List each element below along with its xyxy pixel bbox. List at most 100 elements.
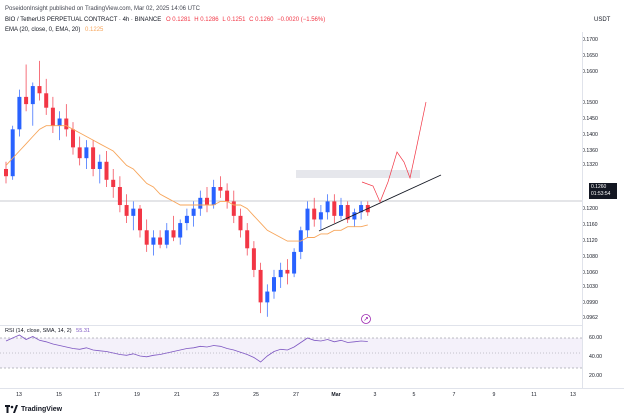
ohlc-change: −0.0020 (−1.56%) [277,17,326,23]
tradingview-logo[interactable]: TradingView [5,405,62,413]
price-tick: 0.1360 [582,148,598,154]
candle [345,201,350,224]
ema-label: EMA (20, close, 0, EMA, 20) [5,27,81,33]
price-tick: 0.1600 [582,69,598,75]
candle [77,136,82,166]
ema-line [5,125,368,242]
candle [325,194,330,220]
price-axis[interactable]: 0.1700 0.1650 0.1600 0.1500 0.1450 0.140… [582,32,624,322]
currency-label[interactable]: USDT [594,17,611,23]
candle-body [138,208,142,231]
date-tick: 19 [134,392,140,398]
candle-body [218,187,223,191]
candle-body [312,208,317,220]
candle-body [10,129,15,177]
date-tick: 3 [373,392,377,398]
price-tick: 0.1700 [582,37,598,43]
symbol-line[interactable]: BIO / TetherUS PERPETUAL CONTRACT · 4h ·… [5,17,162,23]
pane-divider[interactable] [0,325,582,326]
candle [218,176,223,198]
candle [44,78,49,115]
candle-body [265,291,270,303]
candle-body [158,237,163,245]
date-tick: 17 [94,392,100,398]
candle-body [57,118,62,126]
candle [158,230,163,249]
projection-path [361,101,427,203]
rsi-chart[interactable] [0,326,582,388]
candle [171,215,176,242]
candle [178,219,183,245]
date-tick: 21 [174,392,180,398]
candle-body [178,223,183,238]
ohlc-open: O 0.1281 [165,17,191,23]
candle-body [332,201,337,216]
price-tick: 0.1400 [582,132,598,138]
candle [138,205,142,238]
candle-body [305,208,310,231]
candle [205,187,209,213]
ema-value: 0.1225 [85,27,104,33]
candle [339,197,343,220]
candle [117,176,122,213]
candle-body [4,168,8,177]
price-tick: 0.0962 [582,315,598,321]
date-tick: 23 [213,392,219,398]
rsi-legend[interactable]: RSI (14, close, SMA, 14, 2) 55.31 [5,328,90,334]
ohlc-low: L 0.1251 [222,17,246,23]
candle [198,190,203,216]
candle-body [278,269,283,278]
candle-body [285,269,290,274]
candle [10,125,15,180]
replay-icon[interactable] [361,314,371,324]
symbol-header: BIO / TetherUS PERPETUAL CONTRACT · 4h ·… [5,17,325,23]
candle [238,208,243,238]
time-axis-line [0,388,624,389]
candle-body [131,208,136,216]
candle-body [104,161,109,180]
candle-body [64,118,69,130]
candle [71,122,75,155]
candle [245,223,250,256]
candle-body [164,230,169,245]
candle [97,154,102,184]
date-tick: Mar [331,392,341,398]
candle-body [124,205,129,216]
bar-countdown: 01:53:54 [591,191,611,197]
price-chart[interactable] [0,32,582,325]
candle [184,208,189,231]
candle-body [77,147,82,159]
candle-body [144,230,149,245]
candle [164,223,169,249]
candle [124,194,129,224]
candle-body [231,201,236,216]
candle-body [211,187,216,206]
support-trendline[interactable] [318,174,442,232]
date-tick: 13 [16,392,22,398]
candle-body [339,205,343,216]
candle [278,262,283,288]
candle-body [84,147,89,159]
candle-body [24,96,29,105]
candle [285,259,290,285]
rsi-tick: 40.00 [589,354,602,360]
candle-body [198,197,203,209]
candle [104,150,109,188]
candle [84,140,89,169]
ema-legend[interactable]: EMA (20, close, 0, EMA, 20) 0.1225 [5,27,103,33]
candle [37,60,42,101]
date-tick: 11 [531,392,537,398]
price-tick: 0.1500 [582,100,598,106]
candle-body [191,208,196,216]
candle-body [258,269,263,303]
candle [144,219,149,252]
candle-body [205,197,209,206]
date-tick: 15 [56,392,62,398]
tradingview-icon [5,405,18,413]
candle [64,104,69,137]
candle-body [359,205,364,213]
candle-body [37,86,42,94]
candle-body [325,201,330,213]
candle [318,205,323,231]
rsi-axis[interactable]: 60.00 40.00 20.00 [589,326,624,388]
